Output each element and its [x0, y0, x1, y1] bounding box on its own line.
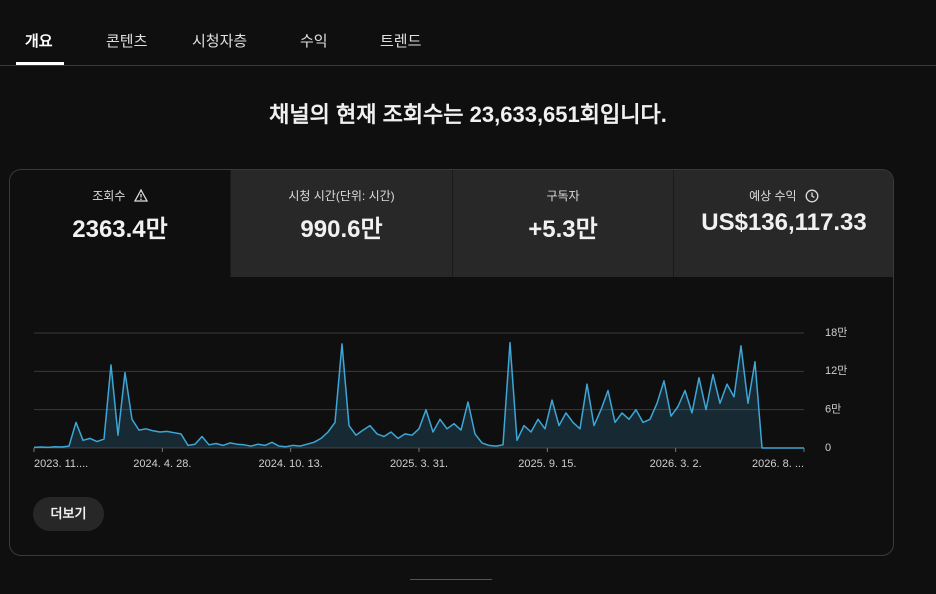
metric-label: 구독자: [546, 189, 580, 203]
x-tick-label: 2026. 8. ...: [752, 458, 804, 470]
metric-label-row: 예상 수익: [674, 187, 893, 203]
chart: 0 6만 12만 18만 2023. 11.... 2024. 4. 28. 2024. 1…: [33, 326, 847, 470]
metric-tile[interactable]: 조회수 2363.4만: [10, 170, 230, 277]
tab-bar: 개요 콘텐츠 시청자층 수익 트렌드: [0, 0, 936, 66]
y-tick-label: 18만: [825, 326, 847, 339]
tab-indicator: [16, 62, 64, 65]
clock-icon: [805, 189, 819, 203]
metric-value: US$136,117.33: [701, 209, 867, 236]
warning-icon: [133, 188, 148, 202]
tab[interactable]: 개요: [25, 33, 53, 50]
x-tick-label: 2024. 10. 13.: [259, 458, 323, 470]
tab[interactable]: 시청자층: [192, 33, 248, 50]
metric-label: 시청 시간(단위: 시간): [288, 189, 395, 203]
metric-tile[interactable]: 구독자 +5.3만: [452, 170, 673, 277]
tab[interactable]: 트렌드: [380, 33, 422, 50]
x-tick-label: 2025. 3. 31.: [390, 458, 448, 470]
metric-label: 조회수: [92, 189, 126, 203]
metric-tile[interactable]: 예상 수익 US$136,117.33: [673, 170, 893, 277]
more-button[interactable]: 더보기: [33, 497, 104, 531]
metric-label: 예상 수익: [749, 189, 797, 203]
tab[interactable]: 수익: [300, 33, 328, 50]
x-tick-label: 2024. 4. 28.: [133, 458, 191, 470]
analytics-card: 조회수 2363.4만 시청 시간(단위: 시간) 990.6만 구독자 +5.…: [9, 169, 894, 556]
metric-value: 2363.4만: [72, 216, 168, 243]
x-tick-label: 2025. 9. 15.: [518, 458, 576, 470]
y-tick-label: 12만: [825, 364, 847, 377]
metric-label-row: 조회수: [10, 187, 230, 203]
metric-value: +5.3만: [528, 216, 598, 243]
metric-value: 990.6만: [300, 216, 383, 243]
headline: 채널의 현재 조회수는 23,633,651회입니다.: [269, 102, 667, 127]
y-tick-label: 6만: [825, 403, 841, 416]
line: [33, 341, 804, 449]
scroll-indicator: [410, 579, 492, 580]
metric-tile[interactable]: 시청 시간(단위: 시간) 990.6만: [230, 170, 452, 277]
x-tick-label: 2023. 11....: [34, 458, 88, 470]
tab[interactable]: 콘텐츠: [106, 33, 148, 50]
x-tick-label: 2026. 3. 2.: [650, 458, 702, 470]
area: [34, 342, 804, 448]
y-tick-label: 0: [825, 442, 831, 454]
